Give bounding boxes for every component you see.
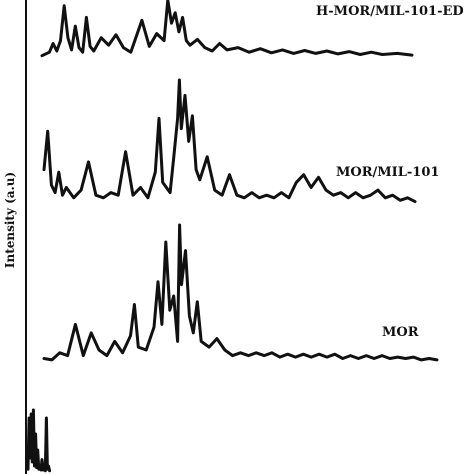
y-axis-label: Intensity (a.u) (3, 172, 17, 268)
series-h-mor-mil-101-ed-line (40, 0, 414, 58)
series-label-mor: MOR (382, 325, 419, 340)
series-group (26, 0, 439, 473)
series-label-mor-mil-101: MOR/MIL-101 (336, 165, 439, 180)
series-mor-mil-101-line (42, 78, 417, 204)
series-label-h-mor-mil-101-ed: H-MOR/MIL-101-ED (316, 4, 464, 19)
series-mor-line (42, 223, 439, 362)
series-reference-line (26, 408, 52, 473)
